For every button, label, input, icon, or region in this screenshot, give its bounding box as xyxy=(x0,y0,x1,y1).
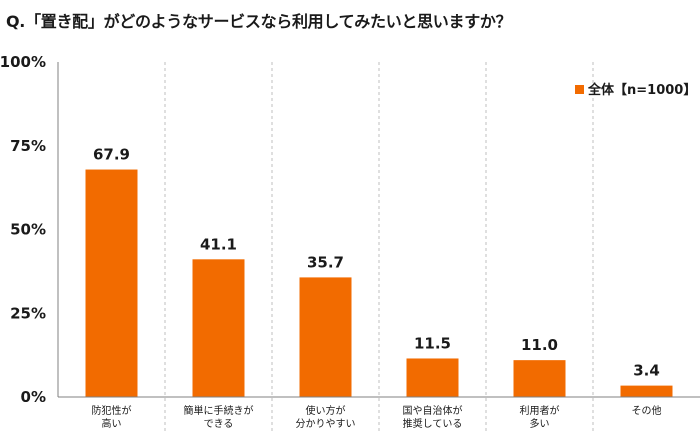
bar-layer xyxy=(85,169,673,397)
bar xyxy=(85,169,138,397)
x-tick-label: 推奨している xyxy=(403,417,463,430)
chart-title: Q.「置き配」がどのようなサービスなら利用してみたいと思いますか？ xyxy=(6,12,512,31)
bar xyxy=(192,259,245,397)
y-tick-label: 50% xyxy=(10,221,46,239)
data-label: 67.9 xyxy=(93,146,130,164)
legend-label: 全体【n=1000】 xyxy=(587,82,696,98)
data-label: 3.4 xyxy=(633,362,660,380)
value-label-layer: 67.9 41.1 35.7 11.5 11.0 3.4 xyxy=(93,146,660,380)
grid-layer xyxy=(164,62,594,433)
bar xyxy=(513,360,566,397)
y-tick-label: 100% xyxy=(0,53,46,71)
x-tick-label: 国や自治体が xyxy=(403,404,463,417)
x-tick-label: 分かりやすい xyxy=(296,418,356,430)
x-tick-label: できる xyxy=(204,418,234,430)
legend-swatch xyxy=(575,85,584,94)
x-tick-label: 防犯性が xyxy=(92,404,132,417)
legend: 全体【n=1000】 xyxy=(575,82,696,98)
data-label: 35.7 xyxy=(307,253,344,271)
y-tick-label: 0% xyxy=(21,388,46,406)
y-tick-label: 25% xyxy=(10,304,46,322)
data-label: 11.5 xyxy=(414,334,451,352)
bar xyxy=(406,358,459,397)
y-tick-label: 75% xyxy=(10,137,46,155)
x-tick-label: 高い xyxy=(102,417,122,430)
x-tick-label: 多い xyxy=(530,417,550,430)
data-label: 11.0 xyxy=(521,336,558,354)
x-tick-label: 使い方が xyxy=(306,404,346,417)
data-label: 41.1 xyxy=(200,235,237,253)
bar xyxy=(620,385,673,397)
x-tick-label: 簡単に手続きが xyxy=(184,404,254,417)
x-tick-label: 利用者が xyxy=(520,404,560,417)
bar xyxy=(299,277,352,397)
x-tick-label: その他 xyxy=(632,404,662,417)
